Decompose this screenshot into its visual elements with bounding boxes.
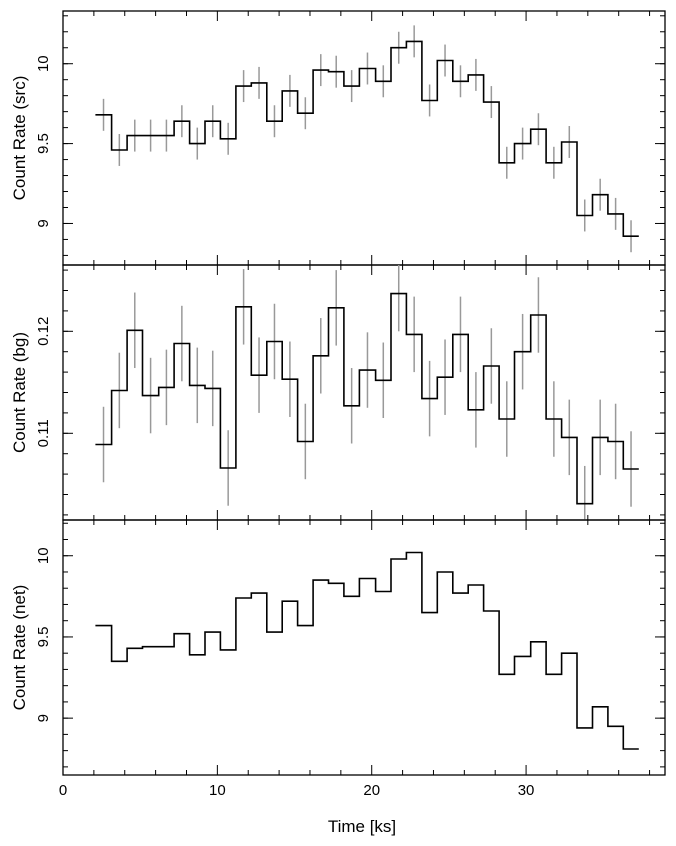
panel-bg: 0.11 0.12 Count Rate (bg) (10, 264, 666, 521)
y-tick-label-src: 9.5 (35, 133, 52, 154)
y-tick-label-net: 9.5 (35, 627, 52, 648)
y-tick-label-src: 9 (35, 219, 52, 227)
plot-frame-net (62, 519, 666, 776)
y-axis-title-bg: Count Rate (bg) (10, 332, 29, 453)
x-axis-title: Time [ks] (328, 817, 396, 836)
y-tick-label-bg: 0.11 (35, 419, 52, 447)
panel-net: 9 9.5 10 Count Rate (net) (10, 519, 666, 776)
step-line-bg (95, 292, 639, 505)
step-line-net (95, 551, 639, 750)
y-tick-label-net: 9 (35, 714, 52, 722)
step-line-src (95, 40, 639, 237)
plot-frame-src (62, 10, 666, 266)
x-tick-label: 10 (209, 782, 226, 799)
y-axis-title-src: Count Rate (src) (10, 76, 29, 201)
x-axis: 0 10 20 30 (59, 782, 535, 799)
x-tick-label: 30 (518, 782, 535, 799)
y-tick-label-net: 10 (35, 547, 52, 564)
y-tick-label-src: 10 (35, 55, 52, 72)
plot-frame-bg (62, 264, 666, 521)
y-axis-title-net: Count Rate (net) (10, 585, 29, 711)
y-tick-label-bg: 0.12 (35, 317, 52, 346)
x-tick-label: 20 (363, 782, 380, 799)
panel-src: 9 9.5 10 Count Rate (src) (10, 10, 666, 266)
x-tick-label: 0 (59, 782, 67, 799)
